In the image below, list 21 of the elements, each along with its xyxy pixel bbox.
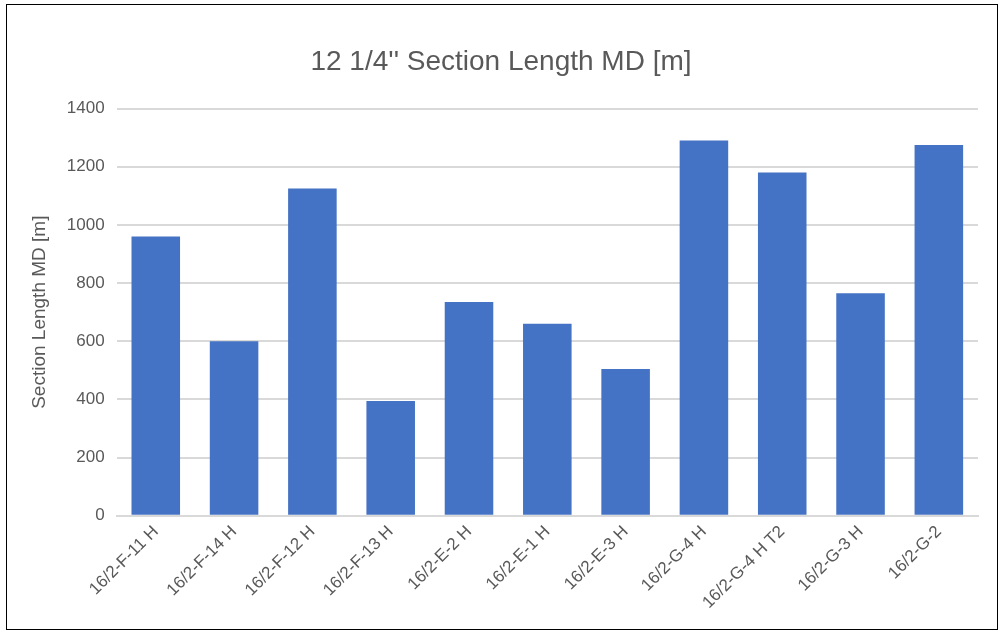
chart-title: 12 1/4'' Section Length MD [m] xyxy=(310,44,692,76)
bar xyxy=(601,368,650,515)
bar xyxy=(914,144,964,515)
bar xyxy=(679,140,729,515)
bar xyxy=(288,188,337,515)
y-axis-title: Section Length MD [m] xyxy=(27,215,49,409)
y-tick-label: 200 xyxy=(76,447,105,467)
bar xyxy=(366,400,415,515)
bar xyxy=(209,341,259,515)
y-tick-label: 600 xyxy=(76,330,105,350)
y-tick-label: 1200 xyxy=(66,156,105,176)
y-tick-label: 1400 xyxy=(66,98,105,118)
bar xyxy=(131,236,181,515)
y-tick-label: 400 xyxy=(76,389,105,409)
bar xyxy=(757,172,807,515)
y-tick-label: 800 xyxy=(76,272,105,292)
y-tick-label: 0 xyxy=(95,505,105,525)
bar xyxy=(444,302,494,515)
y-tick-label: 1000 xyxy=(66,214,105,234)
bar xyxy=(836,293,885,515)
bar xyxy=(523,323,572,515)
